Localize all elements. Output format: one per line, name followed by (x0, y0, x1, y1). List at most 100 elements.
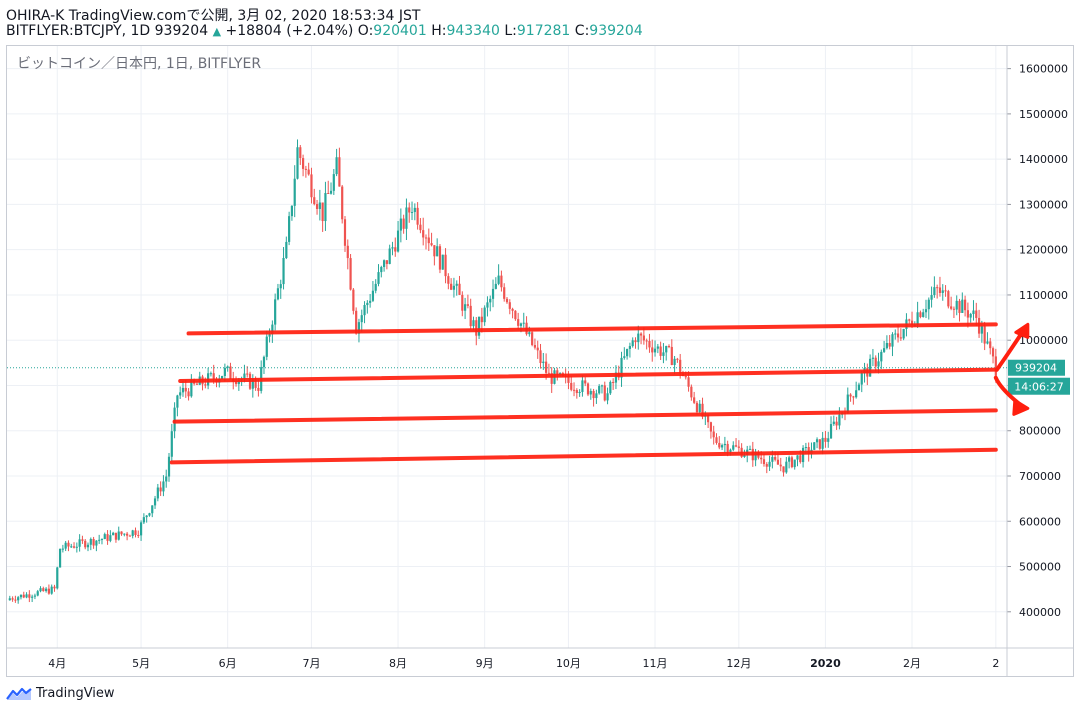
candle-body (768, 461, 771, 467)
candle-body (938, 287, 942, 293)
candle (514, 310, 517, 321)
candle (715, 433, 718, 445)
candle-body (338, 157, 341, 187)
candle-body (503, 287, 506, 299)
candle (137, 530, 140, 539)
x-tick-label: 4月 (48, 657, 66, 670)
candle-body (575, 390, 578, 393)
candle-body (19, 594, 23, 598)
candle-body (665, 346, 668, 353)
candle-body (882, 348, 886, 352)
y-tick-label: 400000 (1019, 606, 1061, 619)
candle (497, 264, 500, 286)
candle-body (304, 168, 307, 170)
candle (964, 295, 967, 317)
candle (690, 384, 693, 401)
x-tick-label: 11月 (643, 657, 668, 670)
candle-body (355, 310, 358, 334)
x-tick-label: 12月 (726, 657, 751, 670)
candle-body (343, 219, 347, 246)
candle (352, 287, 355, 315)
candle-body (424, 237, 428, 239)
candle-body (151, 505, 154, 514)
candle-body (293, 178, 296, 206)
candle (416, 202, 419, 230)
candle-body (986, 341, 989, 344)
candle (103, 532, 106, 540)
candle-body (489, 298, 492, 303)
candle-body (589, 390, 592, 395)
candle (581, 375, 584, 397)
candle (39, 586, 42, 593)
candle-body (64, 542, 67, 549)
candle-body (332, 174, 335, 191)
candle-body (698, 403, 701, 413)
candle-body (871, 357, 875, 359)
close-label: C: (574, 23, 590, 39)
candle (846, 387, 849, 414)
candle-body (983, 326, 986, 344)
candle (922, 308, 925, 318)
low-value: 917281 (516, 23, 571, 39)
candle-body (695, 402, 699, 413)
candle-body (815, 439, 819, 443)
candle (321, 202, 324, 232)
candle-body (637, 333, 640, 343)
candle-body (838, 414, 841, 426)
candle (53, 584, 56, 592)
candle (128, 534, 132, 537)
candle-body (84, 540, 87, 548)
candle (301, 154, 305, 177)
candle (989, 337, 992, 355)
candle-body (109, 535, 112, 541)
candle-body (173, 407, 176, 432)
candle (288, 211, 291, 246)
candle (930, 286, 933, 308)
candle (734, 438, 738, 448)
candle-body (670, 346, 673, 365)
candle (159, 481, 162, 496)
candle (184, 379, 187, 398)
candle-body (796, 455, 799, 460)
candle-body (106, 534, 109, 541)
candle (98, 534, 101, 544)
candle-body (804, 447, 807, 449)
candle-body (500, 275, 503, 288)
candle (718, 436, 721, 450)
candle (815, 437, 819, 449)
candle-body (626, 348, 629, 357)
candle (274, 293, 277, 331)
candle (955, 295, 958, 316)
candle-body (444, 254, 447, 277)
candle-body (447, 276, 450, 284)
candle-body (170, 431, 173, 457)
candle-body (497, 275, 500, 284)
candle (8, 595, 11, 601)
candle (709, 421, 713, 439)
candle-body (522, 322, 525, 324)
candle-body (536, 347, 539, 351)
candle-body (413, 207, 416, 213)
candle-body (709, 422, 713, 432)
candle-body (964, 299, 967, 311)
candle (919, 310, 922, 319)
candle-body (371, 290, 375, 301)
candle (762, 453, 766, 467)
candle (385, 260, 388, 270)
candle-body (687, 377, 690, 387)
candle-body (301, 158, 305, 169)
candle-body (491, 288, 495, 299)
tradingview-logo[interactable]: TradingView (6, 686, 115, 701)
candle (223, 363, 226, 382)
candle-body (888, 342, 891, 347)
candle (489, 295, 492, 312)
candle-body (321, 202, 324, 222)
candle-body (572, 389, 576, 391)
candle (936, 284, 939, 299)
candle (782, 466, 785, 477)
candle (134, 527, 137, 538)
candle (924, 299, 928, 319)
candle (860, 370, 863, 393)
candle-body (11, 598, 14, 600)
